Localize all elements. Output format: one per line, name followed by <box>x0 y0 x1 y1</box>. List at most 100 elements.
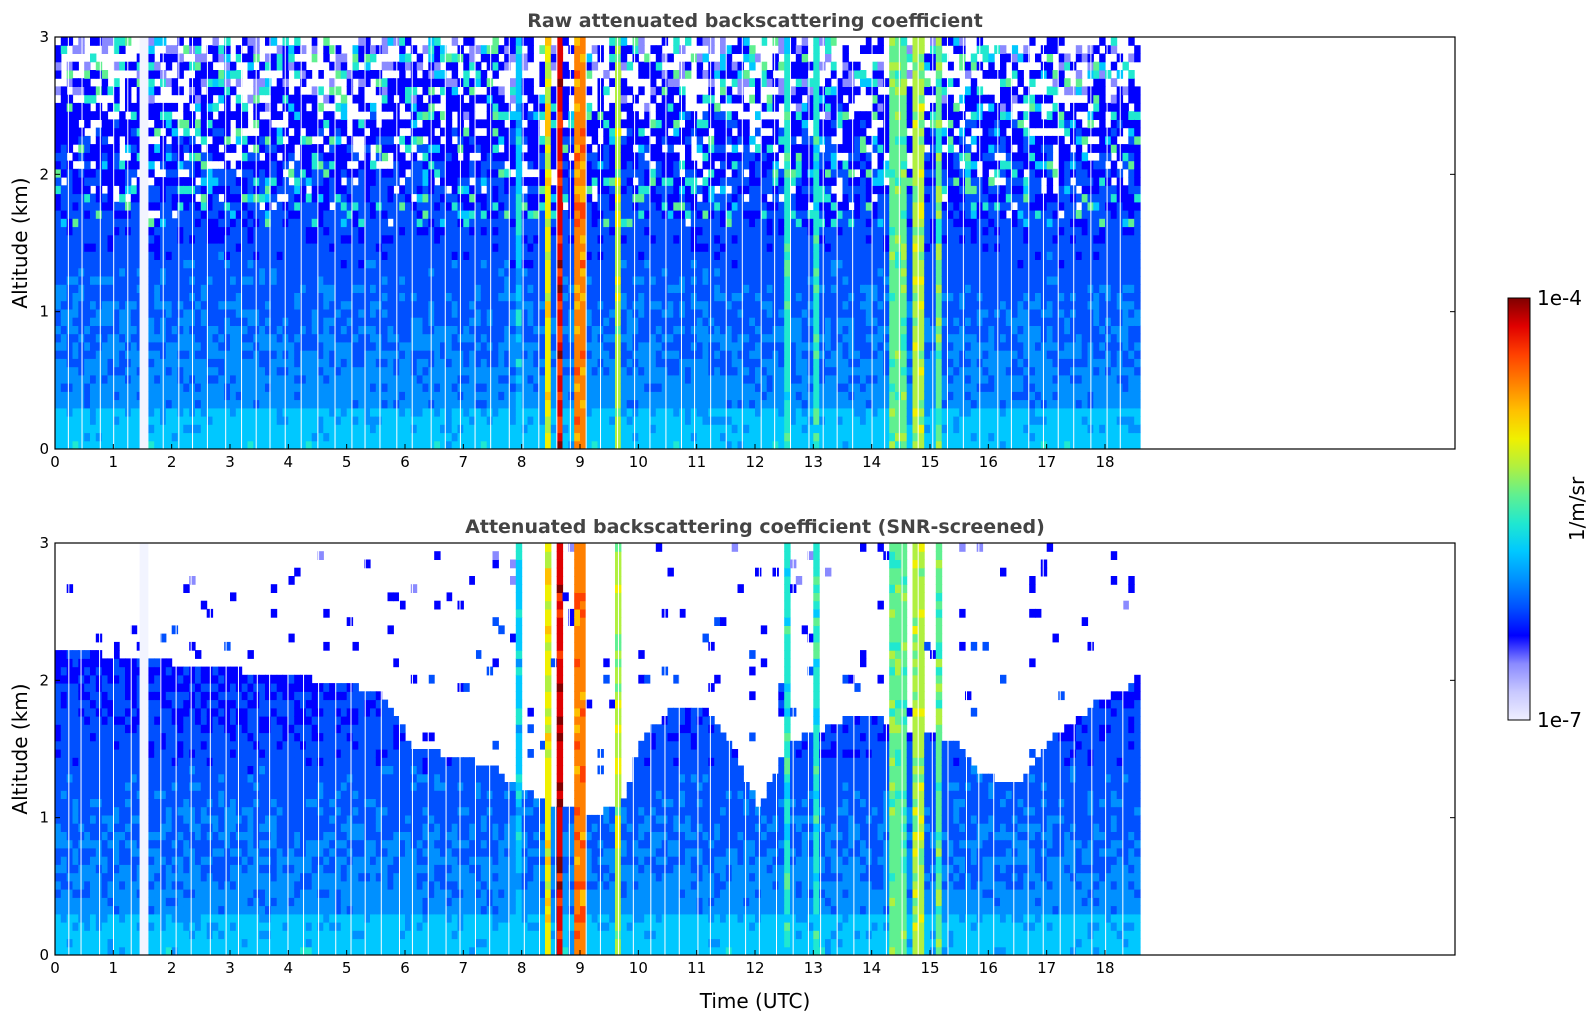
heatmap-cell <box>591 210 599 219</box>
heatmap-cell <box>177 391 184 401</box>
heatmap-cell <box>288 341 295 351</box>
heatmap-cell <box>101 226 109 236</box>
heatmap-cell <box>469 86 476 96</box>
heatmap-cell <box>475 177 482 186</box>
heatmap-cell <box>206 185 214 195</box>
heatmap-cell <box>609 383 616 392</box>
heatmap-cell <box>609 416 616 425</box>
heatmap-cell <box>603 144 610 153</box>
heatmap-cell <box>78 424 85 434</box>
heatmap-cell <box>410 333 418 343</box>
heatmap-cell <box>615 168 622 178</box>
heatmap-cell <box>521 193 529 203</box>
heatmap-cell <box>346 325 354 335</box>
heatmap-cell <box>679 70 686 79</box>
heatmap-cell <box>498 276 505 285</box>
heatmap-cell <box>708 374 715 384</box>
heatmap-cell <box>568 144 575 153</box>
heatmap-cell <box>230 144 237 153</box>
heatmap-cell <box>620 391 628 401</box>
heatmap-cell <box>72 218 79 228</box>
heatmap-cell <box>632 210 639 219</box>
heatmap-cell <box>247 416 254 425</box>
heatmap-cell <box>556 102 564 112</box>
heatmap-cell <box>294 45 301 54</box>
heatmap-cell <box>148 127 155 137</box>
heatmap-cell <box>78 243 85 252</box>
heatmap-cell <box>259 251 266 260</box>
heatmap-cell <box>165 432 173 442</box>
heatmap-cell <box>585 276 593 285</box>
heatmap-cell <box>381 317 389 326</box>
heatmap-cell <box>177 424 184 434</box>
heatmap-cell <box>568 341 575 351</box>
heatmap-cell <box>498 127 505 137</box>
heatmap-cell <box>270 300 278 310</box>
heatmap-cell <box>574 391 581 401</box>
heatmap-cell <box>270 234 278 244</box>
heatmap-cell <box>200 432 208 442</box>
heatmap-cell <box>655 111 663 120</box>
heatmap-cell <box>702 218 709 228</box>
heatmap-cell <box>667 243 674 252</box>
heatmap-cell <box>311 300 319 310</box>
heatmap-cell <box>148 144 155 153</box>
heatmap-cell <box>521 317 529 326</box>
heatmap-cell <box>206 374 214 384</box>
heatmap-cell <box>381 284 389 293</box>
heatmap-cell <box>206 251 214 260</box>
heatmap-cell <box>533 152 540 162</box>
heatmap-cell <box>515 259 523 269</box>
heatmap-cell <box>515 276 523 285</box>
heatmap-cell <box>288 152 295 162</box>
heatmap-cell <box>259 284 266 293</box>
heatmap-cell <box>101 259 109 269</box>
heatmap-cell <box>130 276 138 285</box>
heatmap-cell <box>655 267 663 277</box>
heatmap-cell <box>492 284 499 293</box>
heatmap-cell <box>195 234 202 244</box>
heatmap-cell <box>410 341 418 351</box>
heatmap-cell <box>585 399 593 409</box>
heatmap-cell <box>294 383 301 392</box>
heatmap-cell <box>480 168 488 178</box>
heatmap-cell <box>585 350 593 359</box>
heatmap-cell <box>545 226 552 236</box>
heatmap-cell <box>311 160 319 170</box>
heatmap-cell <box>340 251 348 260</box>
heatmap-cell <box>492 432 499 442</box>
heatmap-cell <box>241 135 249 145</box>
heatmap-cell <box>609 308 616 318</box>
heatmap-cell <box>492 127 499 137</box>
heatmap-cell <box>650 251 657 260</box>
heatmap-cell <box>370 218 377 228</box>
heatmap-cell <box>574 308 581 318</box>
heatmap-cell <box>539 300 546 310</box>
heatmap-cell <box>224 127 231 137</box>
heatmap-cell <box>154 424 161 434</box>
heatmap-cell <box>72 78 79 87</box>
heatmap-cell <box>119 185 126 195</box>
heatmap-cell <box>259 300 266 310</box>
heatmap-cell <box>370 366 377 376</box>
heatmap-cell <box>177 383 184 392</box>
heatmap-cell <box>533 399 540 409</box>
heatmap-cell <box>527 333 534 343</box>
heatmap-cell <box>323 210 330 219</box>
heatmap-cell <box>270 383 278 392</box>
heatmap-cell <box>679 341 686 351</box>
heatmap-cell <box>119 127 126 137</box>
heatmap-cell <box>498 201 505 211</box>
heatmap-cell <box>498 416 505 425</box>
heatmap-cell <box>171 78 179 87</box>
heatmap-cell <box>574 168 581 178</box>
heatmap-cell <box>101 399 109 409</box>
heatmap-cell <box>66 391 74 401</box>
heatmap-cell <box>66 383 74 392</box>
heatmap-cell <box>550 350 558 359</box>
heatmap-cell <box>498 135 505 145</box>
heatmap-cell <box>352 374 359 384</box>
heatmap-cell <box>574 177 581 186</box>
heatmap-cell <box>620 284 628 293</box>
heatmap-cell <box>480 218 488 228</box>
